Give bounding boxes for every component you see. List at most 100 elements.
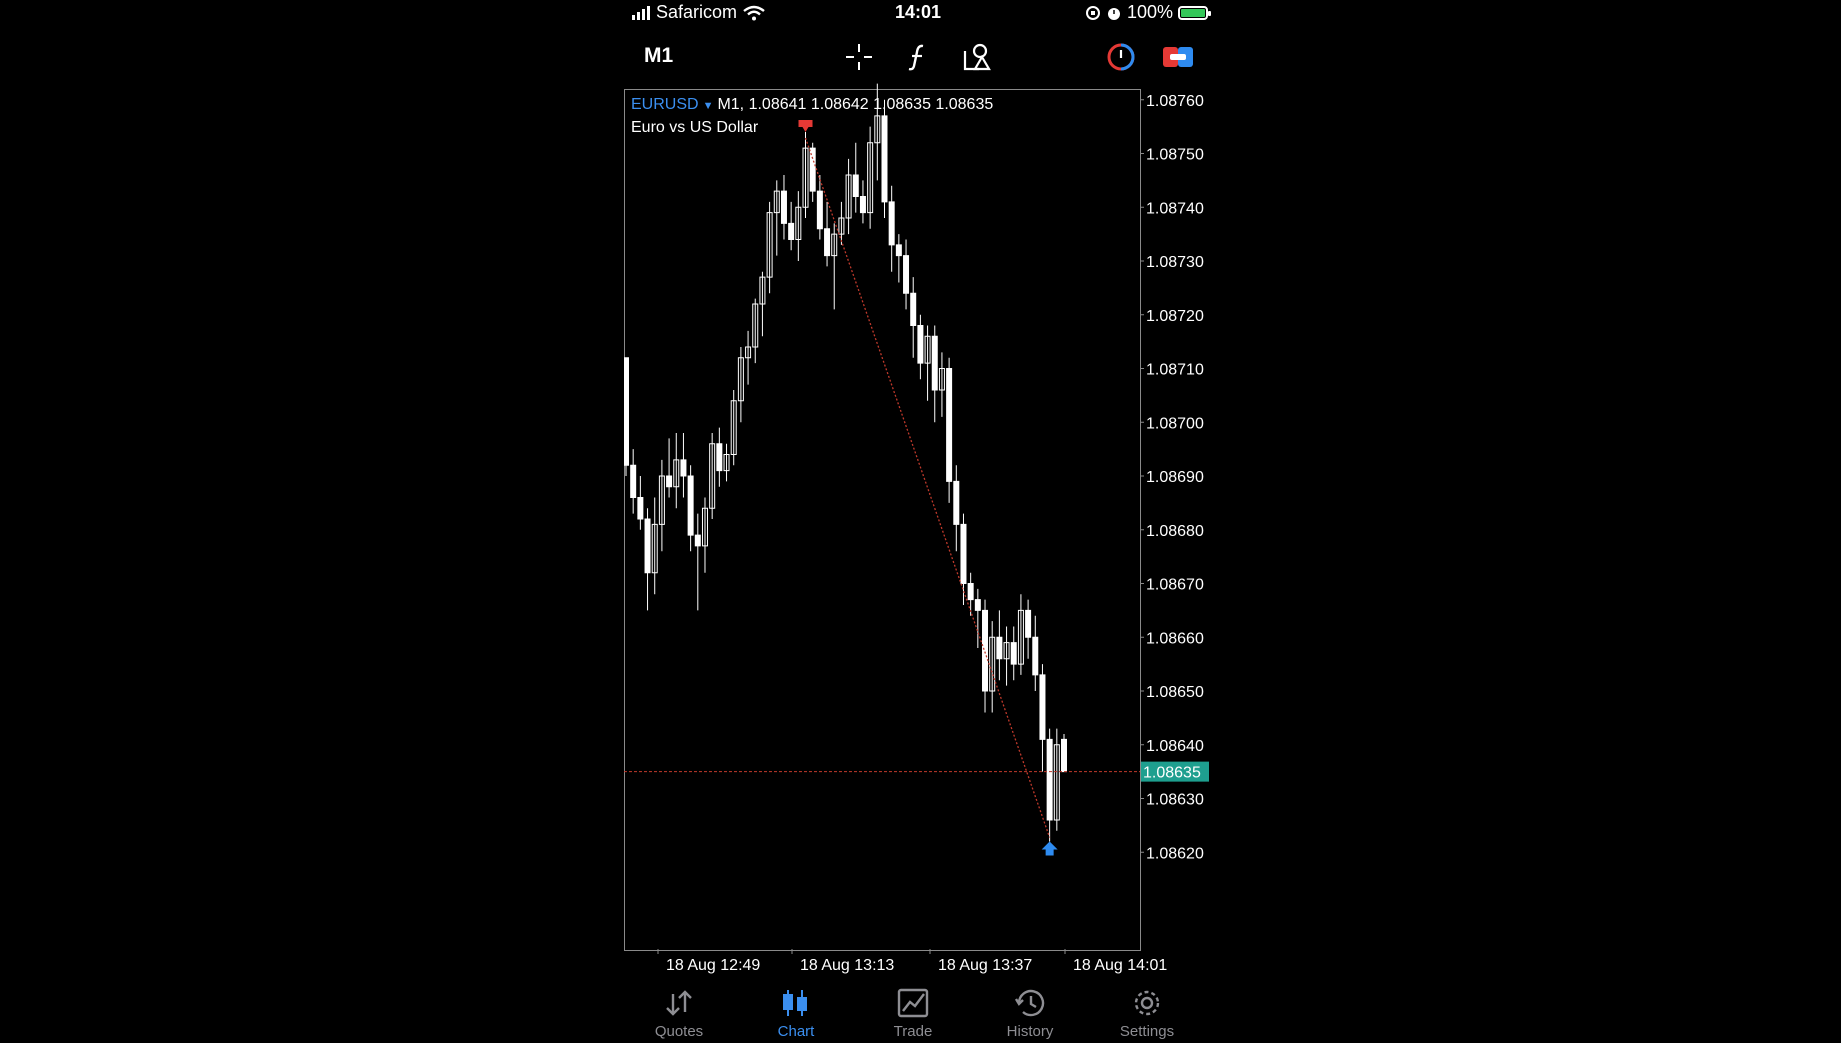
tab-label: Chart [777, 1023, 815, 1040]
status-left: Safaricom [632, 2, 765, 23]
symbol-description: Euro vs US Dollar [631, 119, 759, 136]
candle-body [658, 475, 665, 525]
candle-body [1010, 642, 1017, 665]
candle-body [1032, 636, 1039, 676]
candle-body [974, 599, 981, 611]
candle-body [960, 523, 967, 584]
candle-body [967, 583, 974, 601]
symbol-selector[interactable]: EURUSD [631, 96, 699, 113]
status-bar: Safaricom 14:01 100% [624, 0, 1212, 26]
candle-body [766, 212, 773, 278]
trade-toggle-icon[interactable] [1161, 40, 1195, 74]
candle-body [910, 292, 917, 326]
candle-body [946, 368, 953, 482]
settings-icon [1092, 987, 1202, 1019]
candle-body [1003, 642, 1010, 660]
chart-toolbar: M1 [624, 34, 1212, 78]
candle-body [624, 357, 629, 466]
candle-body [637, 497, 644, 520]
carrier-name: Safaricom [656, 2, 738, 22]
tab-trade[interactable]: Trade [858, 987, 968, 1040]
objects-icon[interactable] [960, 40, 994, 74]
candle-body [838, 217, 845, 235]
alarm-icon [1107, 7, 1120, 20]
candle-body [1061, 738, 1067, 773]
tab-history[interactable]: History [975, 987, 1085, 1040]
candle-body [1017, 609, 1024, 665]
candle-body [723, 454, 730, 472]
account-icon[interactable] [1104, 40, 1138, 74]
bottom-tab-bar: Quotes Chart Trade History Settings [624, 983, 1212, 1043]
candle-body [809, 147, 816, 192]
candle-body [651, 523, 658, 574]
chart-header: EURUSD ▼ M1, 1.08641 1.08642 1.08635 1.086… [631, 94, 993, 138]
status-time: 14:01 [894, 2, 942, 22]
candle-body [759, 276, 766, 305]
candle-body [824, 228, 831, 257]
candle-body [1025, 609, 1032, 638]
candle-body [737, 357, 744, 402]
quotes-icon [624, 987, 734, 1019]
candle-body [752, 303, 759, 348]
tab-label: Settings [1119, 1023, 1175, 1040]
candle-body [917, 325, 924, 364]
tab-settings[interactable]: Settings [1092, 987, 1202, 1040]
tab-label: Quotes [654, 1023, 704, 1040]
wifi-icon [743, 5, 765, 20]
y-axis-label: 1.08640 [1146, 738, 1204, 755]
candlestick-chart: 1.08760 1.08750 1.08740 1.08730 1.08720 1.087… [624, 83, 1209, 974]
current-price-label-bg [1141, 761, 1209, 782]
y-axis-label: 1.08620 [1146, 845, 1204, 862]
sell-arrow-icon [798, 120, 813, 132]
candle-body [730, 400, 737, 455]
candle-body [953, 480, 960, 525]
y-axis-label: 1.08720 [1146, 308, 1204, 325]
candle-body [924, 335, 931, 364]
trade-connector-line [804, 137, 1051, 838]
y-axis-label: 1.08630 [1146, 792, 1204, 809]
candle-body [859, 196, 866, 214]
x-axis-label: 18 Aug 14:01 [1073, 957, 1167, 974]
candle-body [630, 464, 637, 498]
candle-body [701, 507, 708, 547]
candle-body [687, 475, 694, 536]
ohlc-readout: M1, 1.08641 1.08642 1.08635 1.08635 [717, 96, 994, 113]
crosshair-icon[interactable] [842, 40, 876, 74]
y-axis-label: 1.08760 [1146, 93, 1204, 110]
candle-body [709, 443, 716, 509]
battery-percent: 100% [1126, 2, 1173, 22]
candle-body [745, 346, 752, 359]
candle-body [931, 335, 938, 391]
chart-area[interactable]: EURUSD ▼ M1, 1.08641 1.08642 1.08635 1.086… [624, 89, 1141, 951]
candle-body [895, 244, 902, 257]
candle-body [881, 115, 888, 203]
current-price-label: 1.08635 [1143, 765, 1201, 782]
candle-body [795, 206, 802, 240]
candle-body [644, 518, 651, 574]
candle-body [1039, 674, 1046, 740]
orientation-lock-icon [1085, 5, 1100, 20]
tab-quotes[interactable]: Quotes [624, 987, 734, 1040]
candle-body [816, 190, 823, 230]
history-icon [975, 987, 1085, 1019]
y-axis-label: 1.08650 [1146, 684, 1204, 701]
candle-body [780, 190, 787, 224]
phone-screen: Safaricom 14:01 100% M1 [624, 0, 1212, 1043]
indicators-icon[interactable] [901, 40, 935, 74]
tab-chart[interactable]: Chart [741, 987, 851, 1040]
y-axis-label: 1.08750 [1146, 147, 1204, 164]
candle-body [1053, 744, 1060, 821]
candle-body [802, 147, 809, 208]
candle-body [903, 255, 910, 294]
candle-body [845, 174, 852, 219]
y-axis-label: 1.08690 [1146, 469, 1204, 486]
y-axis-label: 1.08730 [1146, 254, 1204, 271]
candle-body [1046, 738, 1053, 821]
candle-body [938, 368, 945, 391]
candle-body [996, 636, 1003, 660]
y-axis-label: 1.08710 [1146, 362, 1204, 379]
dropdown-caret-icon[interactable]: ▼ [702, 100, 714, 112]
candle-body [666, 475, 673, 488]
timeframe-button[interactable]: M1 [644, 44, 674, 67]
candle-body [852, 174, 859, 197]
